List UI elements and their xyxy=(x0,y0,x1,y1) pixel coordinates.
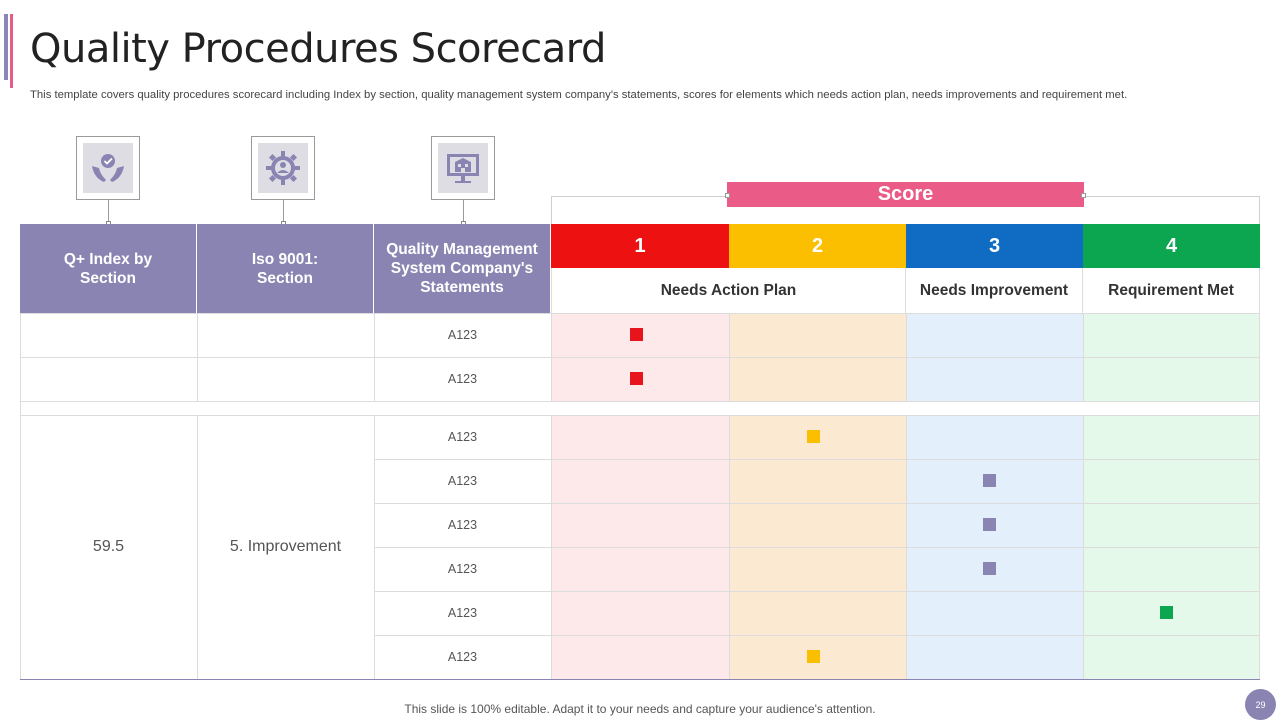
grid-line xyxy=(1259,313,1260,401)
grid-line xyxy=(374,313,375,401)
accent-bar-pink xyxy=(10,14,13,88)
grid-line xyxy=(197,313,198,401)
header-section: Iso 9001: Section xyxy=(197,224,374,313)
score-level-2: 2 xyxy=(729,224,906,268)
header-section-label: Iso 9001: Section xyxy=(251,250,319,287)
page-title: Quality Procedures Scorecard xyxy=(30,26,606,72)
header-index-label: Q+ Index by Section xyxy=(63,250,153,287)
page-subtitle: This template covers quality procedures … xyxy=(30,89,1128,101)
header-statements-label: Quality Management System Company's Stat… xyxy=(386,241,538,296)
grid-line xyxy=(551,313,552,401)
table-row-statement: A123 xyxy=(447,430,478,444)
connector-line xyxy=(463,200,464,223)
score-level-4: 4 xyxy=(1083,224,1260,268)
grid-line xyxy=(1083,415,1084,679)
banner-dot xyxy=(1081,193,1086,198)
label-needs-improvement: Needs Improvement xyxy=(906,268,1083,313)
table-bottom-line xyxy=(20,679,1260,680)
gear-person-icon-box xyxy=(251,136,315,200)
score-marker xyxy=(806,430,820,443)
score-marker xyxy=(806,650,820,663)
table-row-statement: A123 xyxy=(447,606,478,620)
grid-line xyxy=(374,415,375,679)
grid-line xyxy=(729,415,730,679)
grid-line xyxy=(1083,313,1084,401)
grid-line xyxy=(20,401,1260,402)
grid-line xyxy=(197,415,198,679)
monitor-building-icon-box xyxy=(431,136,495,200)
grid-line xyxy=(20,313,1260,314)
gear-person-icon xyxy=(266,151,300,185)
connector-line xyxy=(283,200,284,223)
label-needs-action-plan: Needs Action Plan xyxy=(551,268,906,313)
row-separator xyxy=(20,401,1260,415)
table-row-statement: A123 xyxy=(447,518,478,532)
grid-line xyxy=(20,313,21,401)
grid-line xyxy=(374,459,1260,460)
care-hands-icon xyxy=(92,154,124,182)
grid-line xyxy=(551,415,552,679)
score-marker xyxy=(982,562,996,575)
grid-line xyxy=(374,547,1260,548)
header-statements: Quality Management System Company's Stat… xyxy=(374,224,551,313)
score-marker xyxy=(982,474,996,487)
connector-line xyxy=(108,200,109,223)
score-marker xyxy=(630,372,643,385)
grid-line xyxy=(906,415,907,679)
score-marker xyxy=(982,518,996,531)
accent-bar xyxy=(4,14,8,80)
index-value: 59.5 xyxy=(92,538,125,555)
label-requirement-met: Requirement Met xyxy=(1083,268,1260,313)
grid-line xyxy=(20,415,21,679)
score-level-3: 3 xyxy=(906,224,1083,268)
table-row-statement: A123 xyxy=(447,474,478,488)
table-row-statement: A123 xyxy=(447,650,478,664)
grid-line xyxy=(1259,415,1260,679)
grid-line xyxy=(729,313,730,401)
grid-line xyxy=(374,503,1260,504)
table-row-statement: A123 xyxy=(447,372,478,386)
score-banner: Score xyxy=(727,182,1084,207)
table-row-statement: A123 xyxy=(447,562,478,576)
score-marker xyxy=(1159,606,1173,619)
grid-line xyxy=(906,313,907,401)
grid-line xyxy=(374,635,1260,636)
grid-line xyxy=(374,591,1260,592)
care-hands-icon-box xyxy=(76,136,140,200)
table-row-statement: A123 xyxy=(447,328,478,342)
header-index: Q+ Index by Section xyxy=(20,224,197,313)
score-level-1: 1 xyxy=(551,224,729,268)
grid-line xyxy=(20,357,1260,358)
grid-line xyxy=(20,415,1260,416)
section-value: 5. Improvement xyxy=(229,538,342,555)
banner-dot xyxy=(725,193,730,198)
page-number-badge: 29 xyxy=(1245,689,1276,720)
monitor-building-icon xyxy=(447,154,479,183)
footer-note: This slide is 100% editable. Adapt it to… xyxy=(404,702,876,716)
score-marker xyxy=(630,328,643,341)
